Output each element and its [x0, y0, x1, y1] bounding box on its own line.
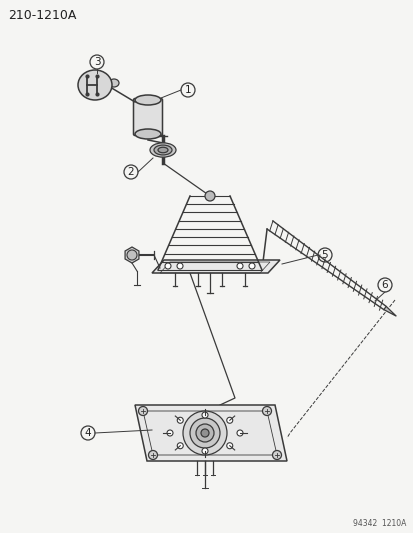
Ellipse shape	[135, 95, 161, 105]
Circle shape	[165, 263, 171, 269]
Circle shape	[148, 450, 157, 459]
Circle shape	[166, 430, 173, 436]
Circle shape	[248, 263, 254, 269]
FancyBboxPatch shape	[133, 99, 162, 135]
Text: 1: 1	[184, 85, 191, 95]
Ellipse shape	[78, 70, 112, 100]
Polygon shape	[152, 260, 279, 273]
Circle shape	[202, 412, 207, 418]
Text: 94342  1210A: 94342 1210A	[352, 519, 405, 528]
Circle shape	[127, 250, 137, 260]
Circle shape	[177, 263, 183, 269]
Circle shape	[226, 443, 232, 449]
Polygon shape	[135, 405, 286, 461]
Circle shape	[190, 418, 219, 448]
Ellipse shape	[109, 79, 119, 87]
Ellipse shape	[150, 143, 176, 157]
Ellipse shape	[158, 147, 168, 153]
Polygon shape	[125, 247, 139, 263]
Circle shape	[236, 430, 242, 436]
Circle shape	[226, 417, 232, 423]
Ellipse shape	[135, 129, 161, 139]
Circle shape	[204, 191, 214, 201]
Text: 3: 3	[93, 57, 100, 67]
Circle shape	[138, 407, 147, 416]
Text: 210-1210A: 210-1210A	[8, 9, 76, 22]
Text: 5: 5	[321, 250, 328, 260]
Circle shape	[202, 448, 207, 454]
Ellipse shape	[154, 145, 171, 155]
Text: 4: 4	[85, 428, 91, 438]
Polygon shape	[383, 306, 395, 316]
Circle shape	[262, 407, 271, 416]
Text: 2: 2	[127, 167, 134, 177]
Circle shape	[236, 263, 242, 269]
Text: 6: 6	[381, 280, 387, 290]
Circle shape	[201, 429, 209, 437]
Circle shape	[177, 417, 183, 423]
Circle shape	[195, 424, 214, 442]
Circle shape	[272, 450, 281, 459]
Circle shape	[177, 443, 183, 449]
Circle shape	[183, 411, 226, 455]
